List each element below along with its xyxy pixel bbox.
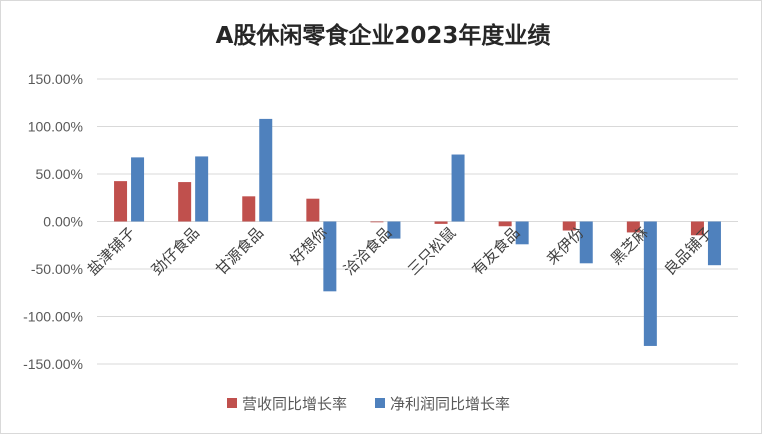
y-tick-label: -150.00% (23, 356, 83, 372)
y-tick-label: 0.00% (43, 214, 83, 230)
bar-net-profit-growth-9 (707, 221, 721, 266)
y-tick-label: -50.00% (31, 261, 83, 277)
legend: 营收同比增长率 净利润同比增长率 (227, 395, 510, 413)
x-category-label: 良品铺子 (661, 224, 716, 279)
legend-label-net-profit: 净利润同比增长率 (390, 395, 510, 413)
bar-net-profit-growth-7 (579, 221, 593, 264)
bar-net-profit-growth-5 (451, 154, 465, 222)
x-category-label: 洽洽食品 (340, 224, 395, 279)
bar-net-profit-growth-2 (259, 118, 273, 222)
bar-revenue-growth-2 (242, 196, 256, 222)
x-category-label: 盐津铺子 (84, 224, 139, 279)
bar-net-profit-growth-6 (515, 221, 529, 245)
y-tick-label: -100.00% (23, 309, 83, 325)
y-tick-label: 50.00% (36, 166, 83, 182)
bar-revenue-growth-1 (178, 182, 192, 222)
bar-revenue-growth-0 (114, 181, 128, 222)
bars (114, 118, 721, 346)
x-category-label: 甘源食品 (212, 224, 267, 279)
bar-net-profit-growth-0 (131, 157, 145, 222)
legend-swatch-revenue (227, 398, 237, 408)
y-axis-tick-labels: 150.00% 100.00% 50.00% 0.00% -50.00% -100.00%… (23, 71, 83, 372)
legend-label-revenue: 营收同比增长率 (242, 395, 347, 413)
chart-title: A股休闲零食企业2023年度业绩 (216, 22, 551, 49)
bar-revenue-growth-9 (690, 221, 704, 236)
bar-net-profit-growth-1 (195, 156, 209, 222)
y-tick-label: 100.00% (28, 119, 83, 135)
bar-revenue-growth-4 (370, 221, 384, 223)
bar-net-profit-growth-3 (323, 221, 337, 292)
bar-net-profit-growth-4 (387, 221, 401, 239)
x-category-label: 有友食品 (468, 224, 523, 279)
bar-net-profit-growth-8 (643, 221, 657, 346)
bar-revenue-growth-7 (562, 221, 576, 231)
bar-revenue-growth-6 (498, 221, 512, 227)
bar-revenue-growth-5 (434, 221, 448, 224)
y-tick-label: 150.00% (28, 71, 83, 87)
x-category-label: 三只松鼠 (404, 224, 459, 279)
gridlines (97, 78, 738, 365)
bar-revenue-growth-8 (626, 221, 640, 233)
legend-swatch-net-profit (375, 398, 385, 408)
bar-revenue-growth-3 (306, 198, 320, 222)
x-category-label: 劲仔食品 (148, 224, 203, 279)
